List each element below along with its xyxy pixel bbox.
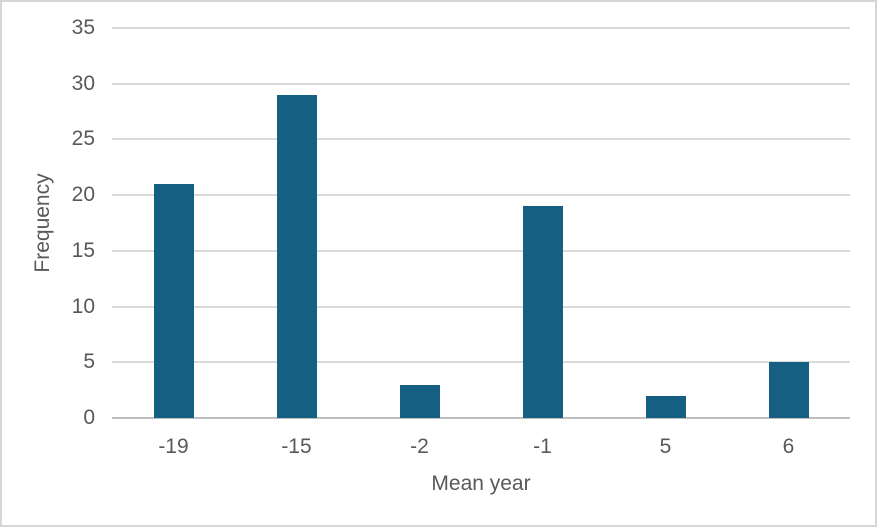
- gridline: [112, 361, 850, 364]
- gridline: [112, 138, 850, 141]
- x-tick-label: -1: [533, 435, 552, 458]
- y-tick-label: 15: [71, 238, 95, 262]
- y-tick-label: 30: [71, 71, 95, 95]
- bar--15: [276, 94, 317, 418]
- x-tick-label: -15: [281, 435, 312, 458]
- x-tick-label: -19: [158, 435, 189, 458]
- x-tick-label: 5: [659, 435, 672, 458]
- bar--19: [153, 184, 194, 418]
- gridline: [112, 249, 850, 252]
- y-tick-label: 5: [83, 350, 95, 374]
- bar--2: [399, 384, 440, 418]
- x-tick-label: 6: [782, 435, 795, 458]
- gridline: [112, 305, 850, 308]
- gridline: [112, 27, 850, 29]
- plot-area: [112, 27, 850, 419]
- bar--1: [522, 206, 563, 418]
- x-axis-line: [112, 417, 850, 419]
- bar-6: [768, 362, 809, 418]
- x-tick-label: -2: [410, 435, 429, 458]
- gridline: [112, 82, 850, 85]
- y-tick-label: 20: [71, 183, 95, 207]
- y-tick-label: 25: [71, 127, 95, 151]
- y-tick-label: 35: [71, 16, 95, 39]
- gridline: [112, 194, 850, 197]
- bar-5: [645, 395, 686, 418]
- y-tick-label: 10: [71, 294, 95, 318]
- y-tick-label: 0: [83, 406, 95, 429]
- x-axis-title: Mean year: [431, 472, 531, 495]
